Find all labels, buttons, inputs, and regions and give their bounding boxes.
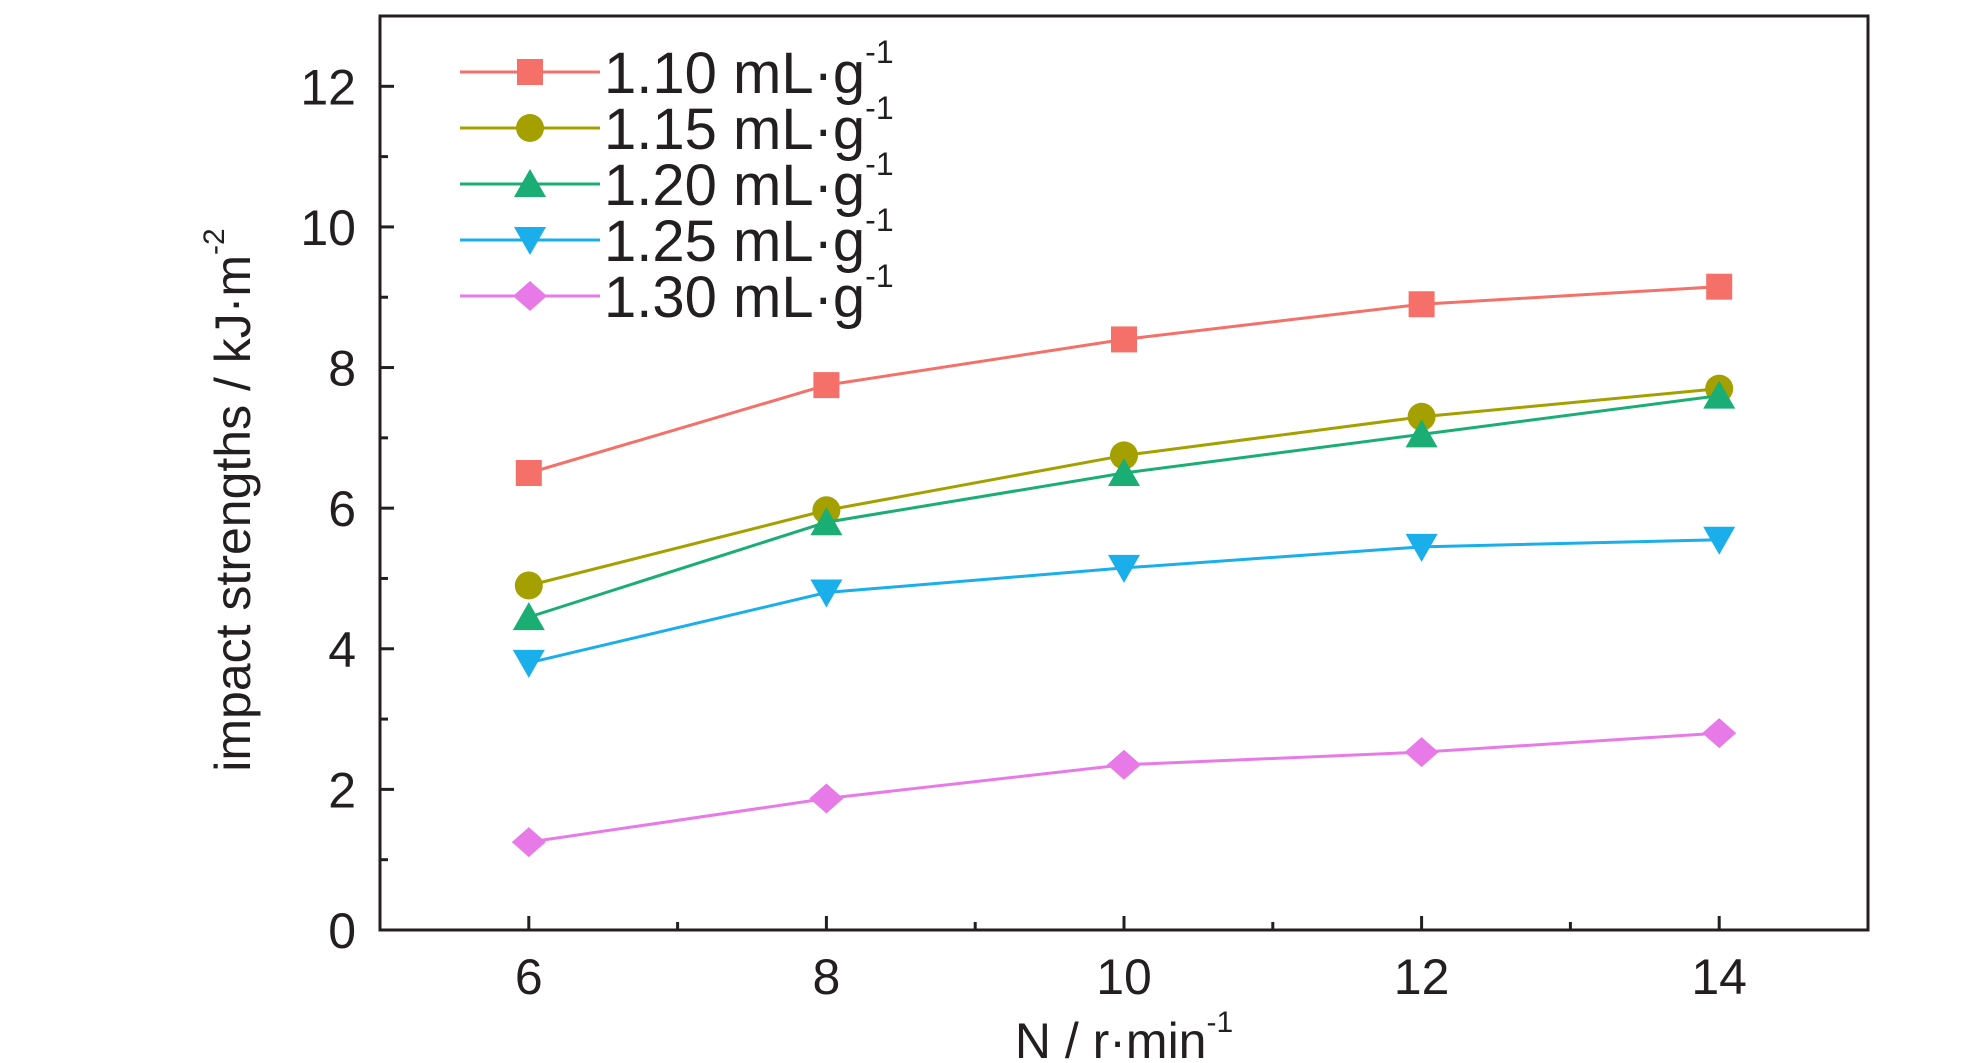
y-tick-label: 6	[328, 481, 356, 537]
x-axis-title-superscript: -1	[1206, 1006, 1233, 1039]
legend-swatch-marker	[513, 281, 547, 311]
data-point	[1408, 291, 1435, 318]
legend-item: 1.30 mL·g-1	[460, 258, 894, 330]
legend-label: 1.30 mL·g-1	[604, 258, 894, 330]
y-tick-label: 0	[328, 903, 356, 959]
data-point	[511, 827, 546, 858]
data-point	[1107, 749, 1141, 780]
series-layer	[511, 273, 1737, 858]
data-point	[515, 460, 542, 486]
x-tick-label: 12	[1394, 949, 1450, 1005]
y-axis-title-main: impact strengths / kJ·m	[205, 255, 261, 772]
series-line	[528, 731, 1720, 844]
data-point	[514, 571, 543, 600]
y-tick-label: 2	[328, 762, 356, 818]
data-point	[810, 507, 843, 536]
x-tick-label: 8	[812, 949, 840, 1005]
legend-item: 1.10 mL·g-1	[460, 34, 894, 106]
y-axis-title-superscript: -2	[198, 228, 231, 255]
data-point	[1405, 419, 1438, 448]
legend-swatch-marker	[516, 114, 544, 142]
data-point	[809, 783, 844, 814]
series-5	[511, 718, 1737, 858]
x-tick-label: 6	[515, 949, 543, 1005]
series-3	[512, 380, 1736, 631]
x-axis-ticks: 6 8 10 12 14	[515, 916, 1747, 1005]
x-axis-title: N / r·min-1	[1015, 1006, 1233, 1063]
series-1	[515, 273, 1733, 486]
data-point	[512, 602, 545, 631]
data-point	[1703, 380, 1736, 409]
y-tick-label: 4	[328, 622, 356, 678]
data-point	[1404, 737, 1439, 768]
x-tick-label: 10	[1096, 949, 1152, 1005]
y-tick-label: 8	[328, 341, 356, 397]
series-4	[512, 526, 1736, 678]
data-point	[1108, 458, 1140, 486]
x-minor-ticks	[676, 922, 1572, 930]
data-point	[810, 579, 843, 608]
legend: 1.10 mL·g-11.15 mL·g-11.20 mL·g-11.25 mL…	[460, 34, 894, 330]
data-point	[1405, 533, 1438, 562]
data-point	[1108, 554, 1140, 583]
legend-item: 1.15 mL·g-1	[460, 90, 894, 162]
legend-item: 1.20 mL·g-1	[460, 146, 894, 218]
x-axis-title-main: N / r·min	[1015, 1013, 1207, 1063]
data-point	[1703, 526, 1736, 555]
data-point	[1702, 718, 1737, 749]
legend-label: 1.25 mL·g-1	[604, 202, 894, 274]
legend-label: 1.15 mL·g-1	[604, 90, 894, 162]
y-axis-title: impact strengths / kJ·m-2	[198, 228, 261, 771]
data-point	[1706, 273, 1733, 300]
y-tick-label: 12	[300, 59, 356, 115]
data-point	[1111, 326, 1137, 353]
y-axis-ticks: 0 2 4 6 8 10 12	[300, 59, 394, 959]
data-point	[813, 372, 840, 399]
data-point	[1110, 441, 1138, 470]
data-point	[1407, 402, 1436, 431]
legend-swatch-marker	[514, 169, 546, 197]
legend-swatch-marker	[517, 59, 543, 85]
x-tick-label: 14	[1691, 949, 1747, 1005]
legend-label: 1.10 mL·g-1	[604, 34, 894, 106]
legend-label: 1.20 mL·g-1	[604, 146, 894, 218]
legend-item: 1.25 mL·g-1	[460, 202, 894, 274]
data-point	[512, 649, 545, 678]
series-line	[528, 394, 1720, 619]
y-tick-label: 10	[300, 200, 356, 256]
legend-swatch-marker	[514, 227, 546, 255]
